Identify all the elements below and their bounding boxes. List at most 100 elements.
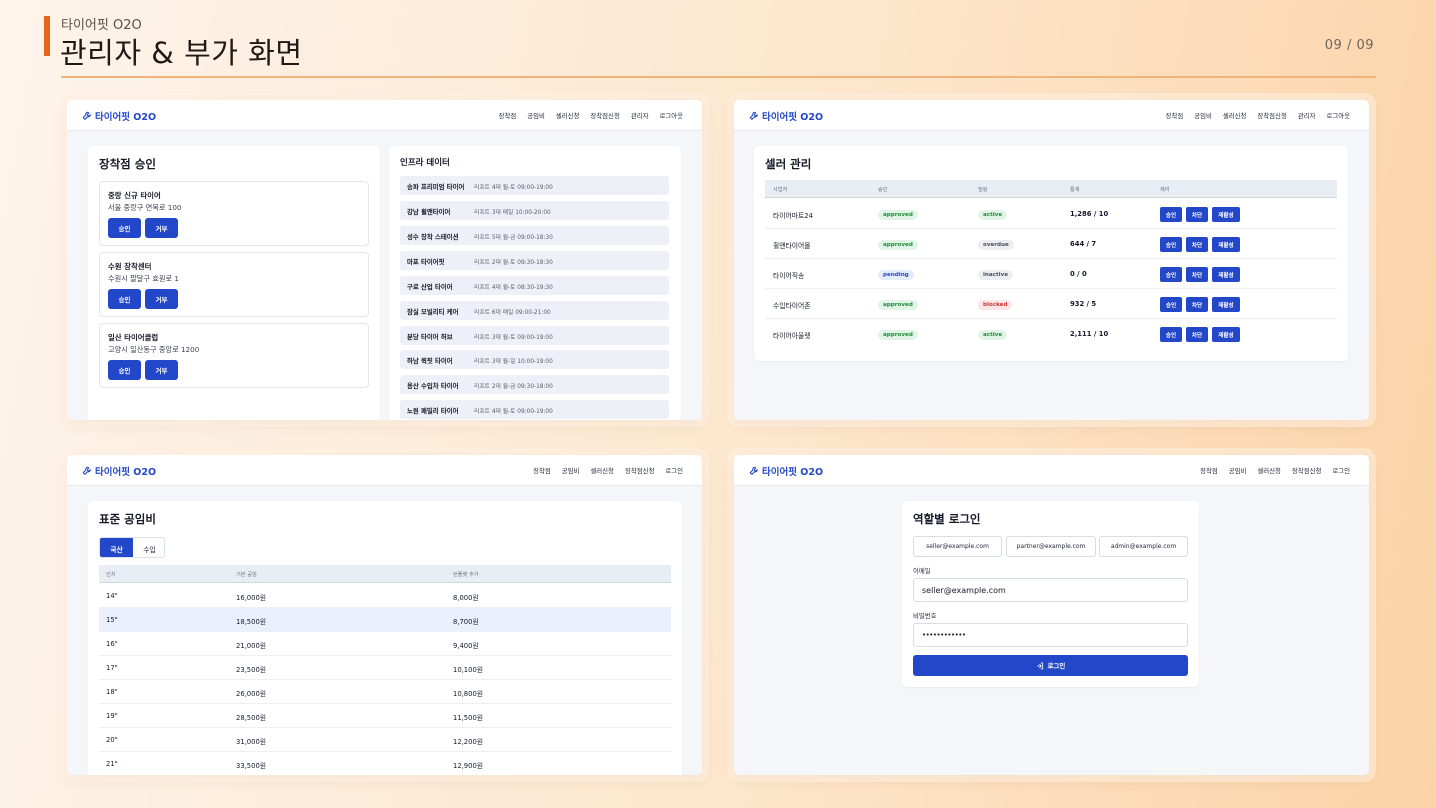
nav-item[interactable]: 셀러신청 [1222,112,1247,120]
billing-badge: active [978,210,1008,220]
base-cost: 16,000원 [236,594,267,602]
top-nav: 타이어핏 O2O 장착점 공임비 셀러신청 장착점신청 관리자 로그아웃 [67,100,702,131]
nav-item[interactable]: 관리자 [1297,112,1316,120]
brand-logo[interactable]: 타이어핏 O2O [749,109,823,123]
brand-name: 타이어핏 O2O [762,467,824,478]
block-button[interactable]: 차단 [1186,327,1208,342]
infra-meta: 리프트 3대 매일 10:00-20:00 [474,210,551,216]
brand-logo[interactable]: 타이어핏 O2O [749,464,823,478]
reactivate-button[interactable]: 재활성 [1212,327,1240,342]
tab-domestic[interactable]: 국산 [100,538,133,557]
col-header: 인치 [106,572,116,578]
seller-stats: 2,111 / 10 [1070,330,1109,338]
nav-item[interactable]: 셀러신청 [1257,467,1281,475]
login-button[interactable]: 로그인 [913,655,1188,676]
quick-login-seller[interactable]: seller@example.com [913,536,1002,557]
labor-row: 21" 33,500원 12,900원 [99,752,671,775]
nav-item[interactable]: 공임비 [1194,112,1212,120]
reactivate-button[interactable]: 재활성 [1212,297,1240,312]
nav-item[interactable]: 장착점신청 [1257,112,1287,120]
infra-meta: 리프트 2대 월-금 09:30-18:00 [474,384,553,390]
tab-imported[interactable]: 수입 [143,545,156,554]
approve-button[interactable]: 승인 [108,218,141,238]
approval-badge: approved [878,210,918,220]
reject-button[interactable]: 거부 [145,289,178,309]
block-button[interactable]: 차단 [1186,297,1208,312]
login-icon [1036,662,1043,669]
approve-button[interactable]: 승인 [1160,207,1182,222]
runflat-cost: 11,500원 [453,714,484,722]
password-field[interactable]: •••••••••••• [913,623,1188,647]
labor-card: 표준 공임비 국산 수입 인치 기본 공임 런플랫 추가 14" 16,000원 8… [88,501,682,775]
inch: 20" [106,736,118,744]
nav-item[interactable]: 장착점신청 [624,467,655,475]
approve-button[interactable]: 승인 [1160,267,1182,282]
nav-item[interactable]: 공임비 [527,112,545,120]
nav-item[interactable]: 장착점신청 [1291,467,1322,475]
seller-stats: 644 / 7 [1070,240,1097,248]
nav-item[interactable]: 장착점신청 [590,112,620,120]
base-cost: 33,500원 [236,762,267,770]
nav-item[interactable]: 관리자 [630,112,649,120]
base-cost: 21,000원 [236,642,267,650]
infra-row: 용산 수입차 타이어 리프트 2대 월-금 09:30-18:00 [400,375,669,394]
nav-item[interactable]: 장착점 [1165,112,1184,120]
top-nav: 타이어핏 O2O 장착점 공임비 셀러신청 장착점신청 로그인 [734,455,1369,486]
quick-login-partner[interactable]: partner@example.com [1006,536,1096,557]
infra-card: 인프라 데이터 송파 프리미엄 타이어 리프트 4대 월-토 09:00-19:0… [389,146,681,420]
nav-item[interactable]: 장착점 [533,467,551,475]
block-button[interactable]: 차단 [1186,267,1208,282]
wrench-icon [82,466,91,475]
screen-admin-approval: 타이어핏 O2O 장착점 공임비 셀러신청 장착점신청 관리자 로그아웃 장착점… [67,100,702,420]
base-cost: 18,500원 [236,618,267,626]
block-button[interactable]: 차단 [1186,237,1208,252]
approve-button[interactable]: 승인 [1160,297,1182,312]
approve-button[interactable]: 승인 [1160,327,1182,342]
infra-row: 노원 패밀리 타이어 리프트 4대 월-토 09:00-19:00 [400,400,669,419]
seller-table-header: 사업자 승인 빌링 통계 제어 [765,180,1337,198]
nav-item[interactable]: 로그아웃 [659,112,683,120]
brand-logo[interactable]: 타이어핏 O2O [82,109,156,123]
nav-item[interactable]: 로그인 [665,467,683,475]
nav-item[interactable]: 셀러신청 [590,467,614,475]
reactivate-button[interactable]: 재활성 [1212,207,1240,222]
labor-row: 16" 21,000원 9,400원 [99,632,671,656]
nav-item[interactable]: 공임비 [561,467,580,475]
inch: 14" [106,592,118,600]
inch: 21" [106,760,118,768]
brand-logo[interactable]: 타이어핏 O2O [82,464,156,478]
labor-table-header: 인치 기본 공임 런플랫 추가 [99,565,671,583]
shop-name: 수원 장착센터 [108,262,152,271]
infra-name: 구로 산업 타이어 [407,283,453,291]
email-label: 이메일 [913,567,931,575]
infra-row: 송파 프리미엄 타이어 리프트 4대 월-토 09:00-19:00 [400,176,669,195]
approval-item: 중랑 신규 타이어 서울 중랑구 면목로 100 승인 거부 [99,181,369,246]
approve-button[interactable]: 승인 [108,360,141,380]
col-header: 제어 [1160,187,1170,193]
nav-item[interactable]: 공임비 [1228,467,1247,475]
reject-button[interactable]: 거부 [145,218,178,238]
top-nav: 타이어핏 O2O 장착점 공임비 셀러신청 장착점신청 로그인 [67,455,702,486]
reactivate-button[interactable]: 재활성 [1212,267,1240,282]
approve-button[interactable]: 승인 [1160,237,1182,252]
infra-row: 잠실 모빌리티 케어 리프트 6대 매일 09:00-21:00 [400,301,669,320]
nav-item[interactable]: 장착점 [498,112,517,120]
nav-item[interactable]: 로그아웃 [1326,112,1350,120]
email-field[interactable]: seller@example.com [913,578,1188,602]
infra-name: 하남 퀵핏 타이어 [407,357,453,365]
reactivate-button[interactable]: 재활성 [1212,237,1240,252]
infra-row: 분당 타이어 허브 리프트 3대 월-토 09:00-19:00 [400,326,669,345]
block-button[interactable]: 차단 [1186,207,1208,222]
col-header: 사업자 [773,187,788,193]
reject-button[interactable]: 거부 [145,360,178,380]
quick-login-admin[interactable]: admin@example.com [1099,536,1188,557]
approve-button[interactable]: 승인 [108,289,141,309]
nav-item[interactable]: 셀러신청 [555,112,580,120]
nav-item[interactable]: 장착점 [1200,467,1218,475]
seller-name: 타이어마트24 [773,212,813,220]
labor-row: 17" 23,500원 10,100원 [99,656,671,680]
nav-item[interactable]: 로그인 [1332,467,1350,475]
shop-address: 서울 중랑구 면목로 100 [108,203,182,212]
labor-row: 15" 18,500원 8,700원 [99,608,671,632]
infra-meta: 리프트 5대 월-금 09:00-18:30 [474,235,553,241]
